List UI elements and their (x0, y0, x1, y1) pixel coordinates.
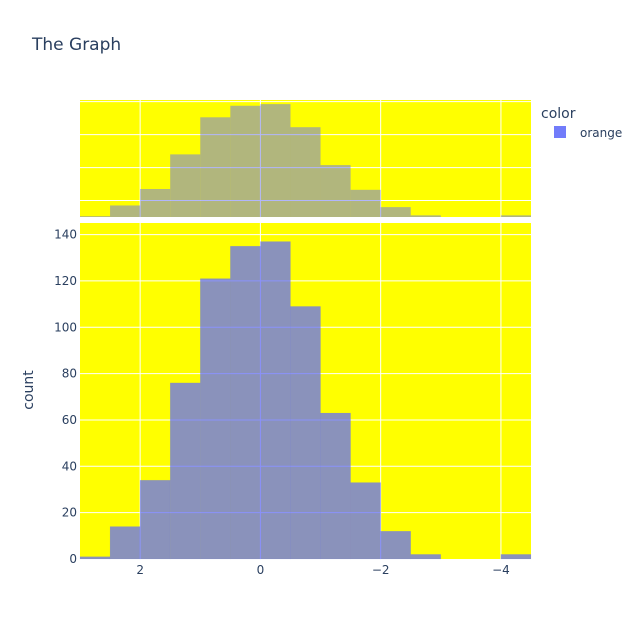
marginal-histogram-bar[interactable] (80, 216, 111, 217)
histogram-bar[interactable] (380, 530, 411, 560)
y-tick-label: 0 (69, 552, 77, 566)
y-axis-title: count (21, 370, 37, 410)
marginal-histogram-bar[interactable] (320, 165, 351, 217)
x-tick-label: −4 (492, 563, 510, 577)
histogram-bar[interactable] (169, 382, 201, 560)
y-axis-ticks: 0 20 40 60 80 100 120 140 (54, 228, 77, 566)
histogram-bar[interactable] (350, 482, 381, 560)
histogram-bar[interactable] (410, 554, 442, 560)
legend-title: color (541, 106, 576, 122)
marginal-histogram-bar[interactable] (380, 207, 411, 217)
legend: color orange (541, 106, 622, 140)
y-tick-label: 100 (54, 320, 77, 334)
marginal-histogram-bar[interactable] (410, 215, 441, 217)
marginal-histogram-bar[interactable] (260, 104, 291, 217)
main-bars (79, 241, 532, 560)
histogram-bar[interactable] (200, 278, 231, 560)
marginal-histogram-bar[interactable] (500, 215, 531, 217)
x-tick-label: 0 (257, 563, 265, 577)
marginal-histogram-panel (80, 100, 531, 217)
marginal-histogram-bar[interactable] (140, 188, 171, 217)
histogram-bar[interactable] (109, 526, 141, 560)
histogram-bar[interactable] (139, 479, 171, 560)
legend-label-orange[interactable]: orange (580, 126, 622, 140)
histogram-bar[interactable] (500, 554, 532, 560)
legend-swatch-orange[interactable] (554, 126, 566, 138)
y-tick-label: 20 (62, 506, 77, 520)
y-tick-label: 120 (54, 274, 77, 288)
y-tick-label: 140 (54, 228, 77, 242)
y-tick-label: 40 (62, 459, 77, 473)
y-tick-label: 80 (62, 367, 77, 381)
marginal-histogram-bar[interactable] (230, 105, 261, 217)
marginal-histogram-bar[interactable] (170, 154, 201, 217)
histogram-bar[interactable] (320, 412, 351, 560)
marginal-bars (80, 104, 531, 217)
chart-title: The Graph (31, 35, 121, 55)
y-tick-label: 60 (62, 413, 77, 427)
marginal-histogram-bar[interactable] (110, 205, 141, 217)
x-tick-label: 2 (136, 563, 144, 577)
histogram-bar[interactable] (290, 306, 321, 560)
histogram-bar[interactable] (79, 556, 111, 560)
x-tick-label: −2 (372, 563, 390, 577)
histogram-bar[interactable] (260, 241, 291, 560)
marginal-histogram-bar[interactable] (290, 127, 321, 217)
marginal-histogram-bar[interactable] (350, 189, 381, 217)
marginal-histogram-bar[interactable] (200, 117, 231, 217)
histogram-bar[interactable] (230, 245, 261, 560)
x-axis-ticks: 2 0 −2 −4 (136, 563, 509, 577)
